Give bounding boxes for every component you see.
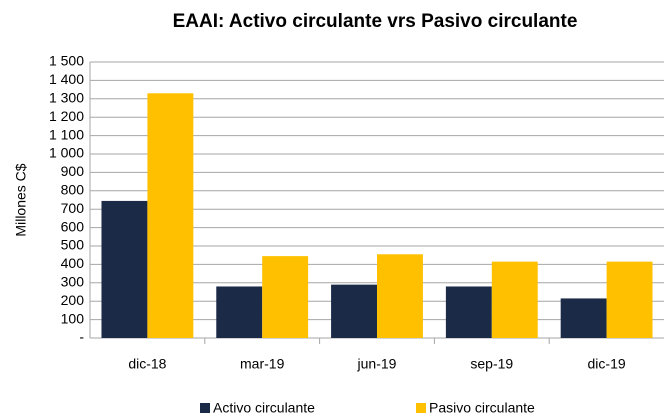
y-tick-label: 1 400 [49,71,84,87]
chart-title: EAAI: Activo circulante vrs Pasivo circu… [173,11,578,32]
legend-swatch [416,403,426,413]
y-tick-label: 400 [61,255,85,271]
y-tick-label: 700 [61,200,85,216]
bar [560,298,607,338]
legend-swatch [200,403,210,413]
x-tick-label: dic-19 [588,356,626,372]
x-tick-label: dic-18 [128,356,166,372]
legend-label: Pasivo circulante [429,400,535,416]
x-tick-label: sep-19 [470,356,513,372]
y-tick-label: 1 300 [49,90,84,106]
bar [491,261,538,338]
y-tick-label: 600 [61,218,85,234]
bar [606,261,653,338]
bar [331,284,377,338]
legend-label: Activo circulante [213,400,315,416]
y-tick-label: 300 [61,274,85,290]
x-tick-label: jun-19 [357,356,397,372]
bar [101,200,148,338]
y-tick-label: 900 [61,163,85,179]
y-tick-label: 100 [61,310,85,326]
y-tick-label: 800 [61,182,85,198]
y-tick-label: 1 200 [49,108,84,124]
x-tick-label: mar-19 [240,356,285,372]
bar [377,254,423,338]
y-tick-label: 500 [61,237,85,253]
bar [262,256,309,338]
bar [147,93,194,338]
bar [445,286,492,338]
y-tick-label: 1 500 [49,53,84,69]
y-tick-label: 200 [61,292,85,308]
y-tick-label: 1 000 [49,145,84,161]
y-axis-label: Millones C$ [13,163,29,236]
y-tick-label: 1 100 [49,126,84,142]
y-tick-label: - [79,329,84,345]
bar [216,286,263,338]
